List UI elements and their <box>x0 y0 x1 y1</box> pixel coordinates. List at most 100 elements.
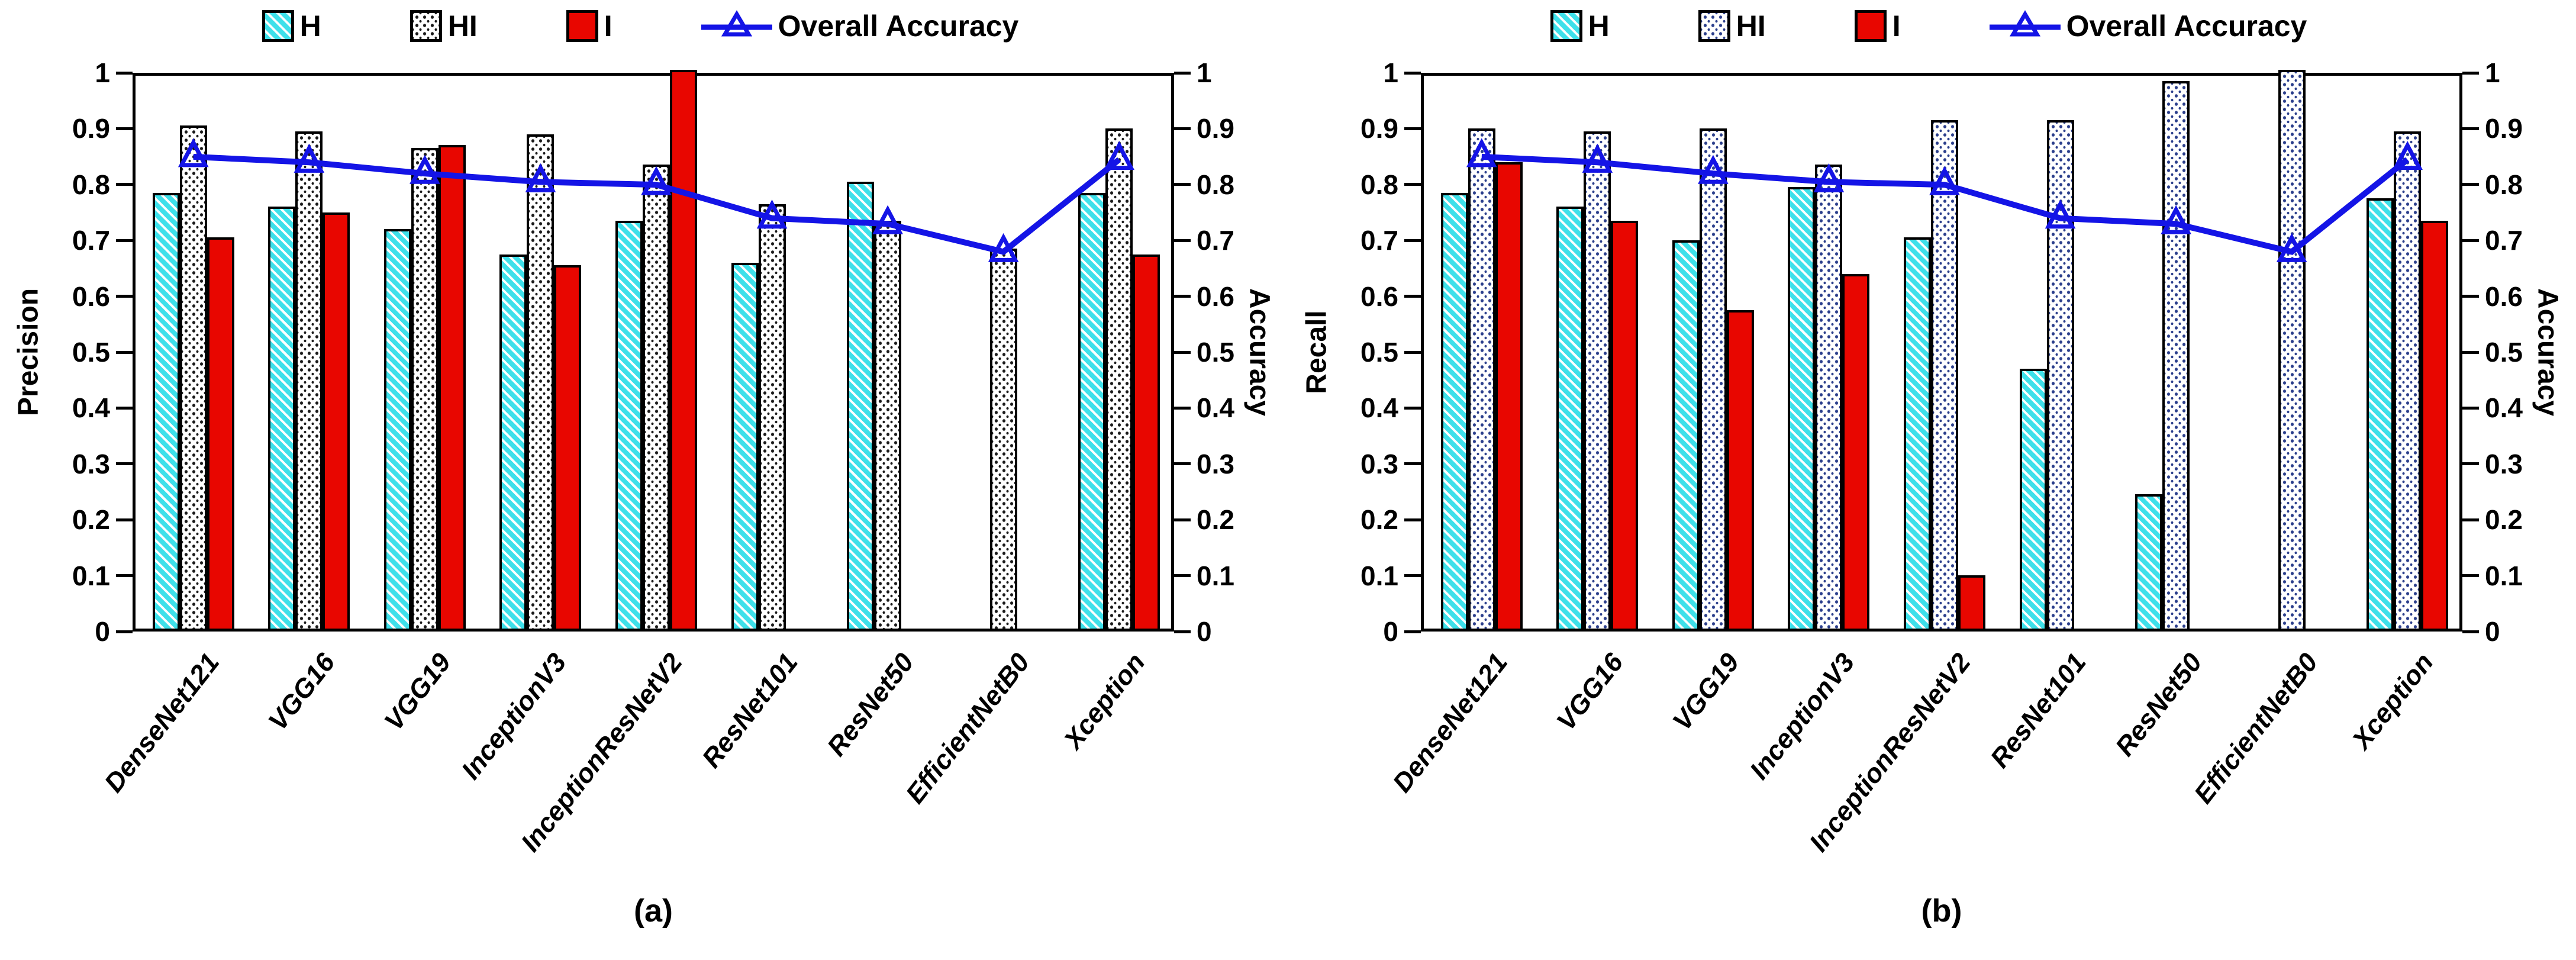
y-tick-left <box>1404 350 1421 354</box>
accuracy-marker-inceptionv3 <box>525 163 556 192</box>
y-tick-label-left: 0.9 <box>1360 113 1398 144</box>
bar-h-xception <box>1078 193 1106 629</box>
y-tick-label-right: 0.9 <box>1197 113 1234 144</box>
y-tick-left <box>1404 518 1421 521</box>
bar-i-vgg16 <box>323 212 350 629</box>
accuracy-marker-vgg16 <box>1582 143 1613 173</box>
y-tick-left <box>1404 295 1421 298</box>
accuracy-marker-inceptionv3 <box>1813 163 1845 192</box>
y-tick-label-left: 0 <box>1383 616 1398 647</box>
y-tick-right <box>2462 295 2479 298</box>
y-tick-label-left: 0.2 <box>72 504 110 536</box>
y-tick-left <box>116 295 133 298</box>
bar-h-vgg16 <box>268 207 296 629</box>
x-tick-label-inceptionv3: InceptionV3 <box>1743 647 1861 785</box>
x-tick-label-densenet121: DenseNet121 <box>98 647 225 798</box>
accuracy-marker-vgg19 <box>410 154 440 184</box>
bar-hi-xception <box>2394 131 2422 629</box>
legend-line-swatch <box>1989 10 2061 37</box>
accuracy-marker-vgg16 <box>294 143 325 173</box>
legend: H HI I Overall Accuracy <box>107 0 1174 52</box>
bar-hi-inceptionv3 <box>1815 165 1843 629</box>
accuracy-line <box>193 153 1121 255</box>
x-tick-label-efficientnetb0: EfficientNetB0 <box>899 647 1036 809</box>
y-tick-label-right: 0.7 <box>2485 225 2523 256</box>
bar-i-inceptionv3 <box>554 265 582 629</box>
y-tick-label-right: 0.6 <box>1197 281 1234 312</box>
legend-swatch-hi <box>410 10 442 42</box>
y-tick-label-right: 0.3 <box>2485 448 2523 479</box>
y-tick-label-left: 0.7 <box>72 225 110 256</box>
bar-hi-xception <box>1105 128 1133 629</box>
x-tick-label-resnet101: ResNet101 <box>696 647 804 774</box>
y-tick-label-right: 0.3 <box>1197 448 1234 479</box>
legend-item-h: H <box>262 10 321 42</box>
bar-i-vgg19 <box>1726 310 1754 629</box>
bar-h-inceptionv3 <box>499 255 527 629</box>
bar-hi-vgg16 <box>295 131 323 629</box>
y-tick-right <box>2462 574 2479 578</box>
bar-hi-resnet101 <box>758 204 786 629</box>
y-tick-label-left: 0.5 <box>72 337 110 368</box>
y-tick-right <box>1174 350 1191 354</box>
y-tick-right <box>1174 127 1191 130</box>
bar-h-inceptionv3 <box>1788 187 1816 629</box>
bar-hi-inceptionresnetv2 <box>643 165 670 629</box>
y-tick-left <box>116 127 133 130</box>
y-tick-label-right: 0.7 <box>1197 225 1234 256</box>
bar-hi-densenet121 <box>1468 128 1495 629</box>
legend-label: H <box>299 9 321 43</box>
y-tick-right <box>2462 127 2479 130</box>
accuracy-marker-resnet50 <box>872 205 903 234</box>
y-tick-label-right: 0.2 <box>2485 504 2523 536</box>
bar-i-xception <box>2421 221 2449 629</box>
y-tick-label-left: 0.1 <box>72 560 110 591</box>
legend-label: Overall Accuracy <box>778 9 1019 43</box>
bar-h-resnet50 <box>847 182 875 629</box>
y-tick-right <box>2462 630 2479 633</box>
bar-h-resnet101 <box>2019 369 2047 629</box>
y-tick-left <box>1404 574 1421 578</box>
accuracy-marker-densenet121 <box>1466 138 1497 167</box>
accuracy-marker-efficientnetb0 <box>2276 233 2307 262</box>
y-tick-right <box>1174 295 1191 298</box>
accuracy-marker-xception <box>1104 141 1135 170</box>
legend-swatch-i <box>566 10 598 42</box>
legend: H HI I Overall Accuracy <box>1395 0 2462 52</box>
y-tick-right <box>1174 462 1191 466</box>
bar-layer <box>1424 70 2459 629</box>
bar-i-inceptionresnetv2 <box>1958 575 1985 629</box>
accuracy-marker-efficientnetb0 <box>988 233 1019 262</box>
y-tick-right <box>1174 630 1191 633</box>
legend-label: H <box>1588 9 1610 43</box>
y-tick-left <box>116 518 133 521</box>
y-tick-left <box>1404 239 1421 242</box>
y-tick-left <box>116 574 133 578</box>
y-tick-left <box>1404 183 1421 186</box>
y-tick-left <box>1404 127 1421 130</box>
bar-h-xception <box>2367 198 2394 629</box>
accuracy-line-layer <box>1466 138 2423 262</box>
y-tick-right <box>2462 462 2479 466</box>
accuracy-marker-xception <box>2392 141 2423 170</box>
bar-hi-inceptionresnetv2 <box>1931 120 1958 629</box>
y-axis-title-right: Accuracy <box>2532 288 2564 417</box>
legend-item-i: I <box>1854 10 1901 42</box>
y-tick-right <box>2462 406 2479 410</box>
x-tick-label-xception: Xception <box>1058 647 1151 755</box>
y-tick-label-left: 0.6 <box>72 281 110 312</box>
y-tick-label-right: 0.1 <box>1197 560 1234 591</box>
y-tick-label-left: 0.9 <box>72 113 110 144</box>
y-tick-right <box>1174 239 1191 242</box>
y-tick-right <box>2462 71 2479 75</box>
legend-item-i: I <box>566 10 612 42</box>
y-tick-label-left: 1 <box>95 57 110 88</box>
bar-h-densenet121 <box>1440 193 1468 629</box>
y-tick-right <box>1174 518 1191 521</box>
y-tick-label-right: 0.1 <box>2485 560 2523 591</box>
y-tick-label-right: 1 <box>1197 57 1212 88</box>
x-tick-label-efficientnetb0: EfficientNetB0 <box>2188 647 2324 809</box>
bar-h-vgg19 <box>1672 240 1700 629</box>
y-tick-label-left: 0.4 <box>72 392 110 424</box>
